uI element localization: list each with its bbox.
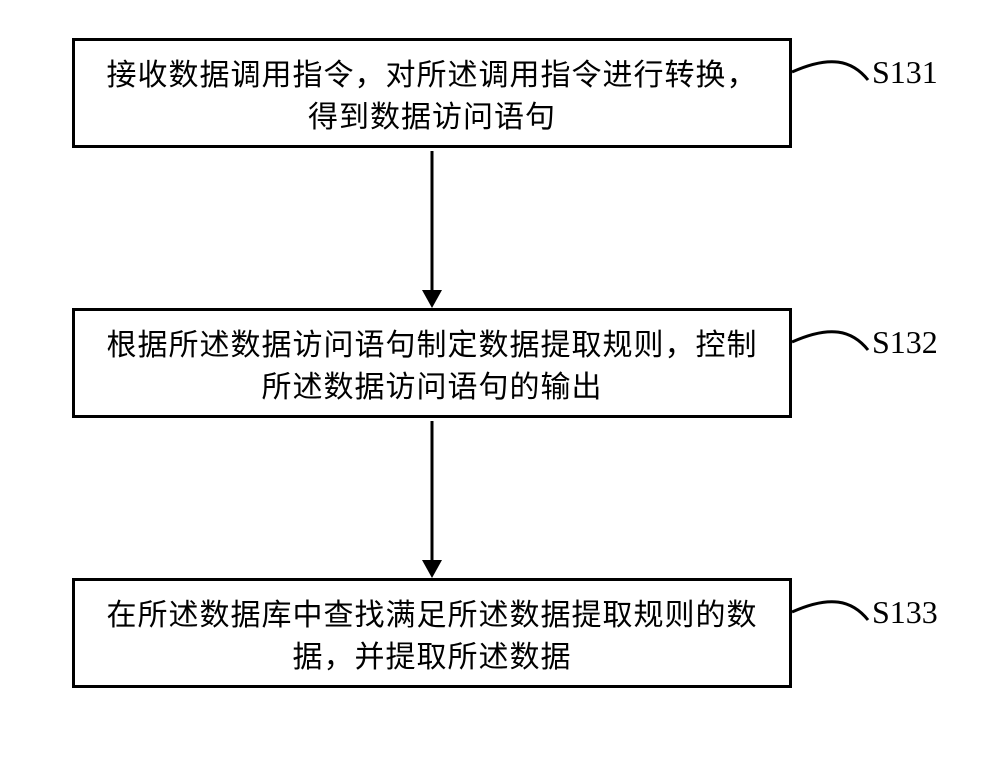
arrowhead-1-2 [422, 290, 442, 308]
flow-step-1: 接收数据调用指令，对所述调用指令进行转换，得到数据访问语句 [72, 38, 792, 148]
flow-step-3: 在所述数据库中查找满足所述数据提取规则的数据，并提取所述数据 [72, 578, 792, 688]
flow-step-1-text: 接收数据调用指令，对所述调用指令进行转换，得到数据访问语句 [99, 51, 765, 135]
connector-curve-3 [792, 602, 868, 620]
flow-step-3-label: S133 [872, 594, 938, 631]
flow-step-3-text: 在所述数据库中查找满足所述数据提取规则的数据，并提取所述数据 [99, 591, 765, 675]
flow-step-2: 根据所述数据访问语句制定数据提取规则，控制所述数据访问语句的输出 [72, 308, 792, 418]
flow-step-2-text: 根据所述数据访问语句制定数据提取规则，控制所述数据访问语句的输出 [99, 321, 765, 405]
flow-step-2-label: S132 [872, 324, 938, 361]
connector-curve-2 [792, 332, 868, 350]
connector-curve-1 [792, 62, 868, 80]
flowchart-canvas: 接收数据调用指令，对所述调用指令进行转换，得到数据访问语句 S131 根据所述数… [0, 0, 1000, 763]
flow-step-1-label: S131 [872, 54, 938, 91]
arrowhead-2-3 [422, 560, 442, 578]
